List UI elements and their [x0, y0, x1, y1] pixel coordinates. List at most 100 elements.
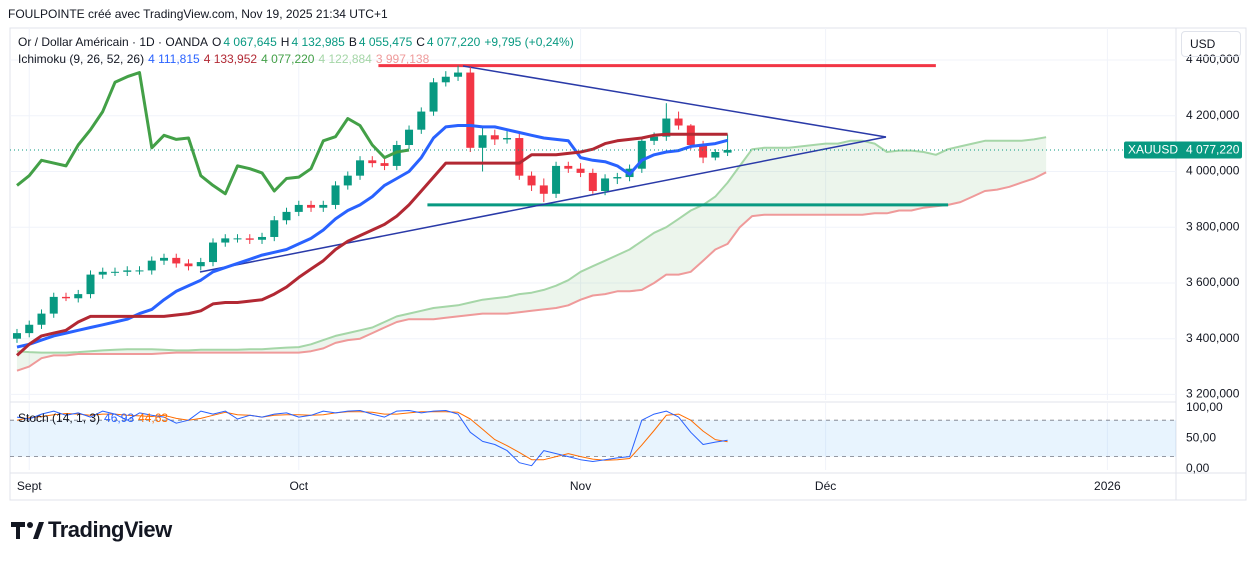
candle-body — [12, 333, 21, 339]
logo-icon — [11, 522, 44, 539]
candle-body — [98, 271, 107, 275]
ohlc-key: O — [212, 35, 222, 49]
senkou-line — [16, 171, 1047, 372]
candle-body — [674, 118, 683, 126]
stoch-tick-label: 100,00 — [1186, 400, 1223, 414]
stoch-legend: Stoch (14, 1, 3) 46,93 44,63 — [18, 411, 168, 425]
ohlc-key: B — [348, 35, 357, 49]
ichimoku-legend: Ichimoku (9, 26, 52, 26) 4 111,815 4 133,… — [18, 52, 429, 66]
x-tick-label: Sept — [17, 479, 42, 493]
candle-body — [221, 238, 230, 243]
logo-text: TradingView — [48, 517, 172, 542]
candle-body — [601, 178, 610, 191]
candle-body — [86, 274, 95, 295]
candle-body — [441, 76, 450, 83]
candle-body — [147, 260, 156, 271]
candle-body — [307, 204, 316, 208]
candle-body — [37, 313, 46, 325]
stoch-tick-label: 50,00 — [1186, 431, 1216, 445]
candle-body — [74, 294, 83, 299]
y-tick-label: 4 000,000 — [1186, 164, 1240, 178]
candle-body — [61, 296, 70, 299]
candle-body — [270, 220, 279, 237]
candle-body — [539, 185, 548, 194]
currency-button[interactable]: USD — [1181, 31, 1241, 57]
candle-body — [576, 168, 585, 173]
candle-body — [172, 257, 181, 264]
candle-body — [723, 149, 732, 153]
candle-body — [564, 165, 573, 169]
candle-body — [294, 204, 303, 212]
candle-body — [405, 129, 414, 146]
chart-frame — [9, 27, 1247, 501]
ohlc-value: 4 132,985 — [291, 35, 345, 49]
ichimoku-value: 4 077,220 — [261, 52, 315, 66]
ichimoku-value: 4 111,815 — [148, 52, 200, 66]
candle-body — [233, 238, 242, 240]
candle-body — [184, 263, 193, 267]
triangle-lower — [199, 136, 887, 273]
x-tick-label: 2026 — [1094, 479, 1121, 493]
stoch-line — [16, 410, 728, 467]
y-tick-label: 4 200,000 — [1186, 108, 1240, 122]
ohlc-value: 4 055,475 — [358, 35, 413, 49]
x-tick-label: Nov — [570, 479, 591, 493]
ichimoku-cloud — [16, 137, 1047, 371]
candle-body — [429, 82, 438, 112]
candle-body — [356, 160, 365, 176]
y-tick-label: 3 800,000 — [1186, 219, 1240, 233]
candle-body — [588, 172, 597, 191]
triangle-upper — [462, 65, 887, 138]
candle-body — [380, 163, 389, 166]
candle-body — [49, 296, 58, 314]
candle-body — [490, 135, 499, 140]
candle-body — [160, 257, 169, 261]
candle-body — [368, 160, 377, 164]
candle-body — [196, 262, 205, 267]
price-tag-value: 4 077,220 — [1186, 143, 1240, 157]
candle-body — [454, 72, 463, 77]
candle-body — [478, 135, 487, 148]
stoch-value: 44,63 — [138, 411, 169, 425]
ohlc-value: 4 067,645 — [223, 35, 277, 49]
stoch-value: 46,93 — [104, 411, 135, 425]
ohlc-value: 4 077,220 — [426, 35, 481, 49]
ichimoku-line — [15, 132, 728, 357]
drawings — [199, 65, 887, 273]
indicator-label: Ichimoku (9, 26, 52, 26) — [18, 52, 145, 66]
candle-body — [392, 145, 401, 166]
y-tick-label: 3 200,000 — [1186, 387, 1240, 401]
candle-body — [699, 145, 708, 158]
candle-body — [319, 204, 328, 208]
candle-body — [515, 138, 524, 176]
candle-body — [282, 211, 291, 221]
candle-body — [343, 175, 352, 186]
candle-body — [245, 238, 254, 240]
stoch-label: Stoch (14, 1, 3) — [18, 411, 101, 425]
ohlc-key: C — [416, 35, 425, 49]
candle-body — [110, 271, 119, 273]
ichimoku-value: 4 133,952 — [203, 52, 258, 66]
price-tag — [1124, 141, 1242, 159]
price-tag-ticker: XAUUSD — [1128, 143, 1178, 157]
y-tick-label: 3 400,000 — [1186, 331, 1240, 345]
candle-body — [25, 324, 34, 334]
y-tick-label: 3 600,000 — [1186, 275, 1240, 289]
candle-body — [650, 136, 659, 141]
candle-body — [527, 175, 536, 186]
x-tick-label: Oct — [289, 479, 308, 493]
ichimoku-line — [16, 71, 410, 196]
x-tick-label: Déc — [815, 479, 836, 493]
ichimoku-value: 4 122,884 — [318, 52, 372, 66]
candle-body — [711, 151, 720, 158]
candle-body — [123, 270, 132, 272]
y-tick-label: 4 400,000 — [1186, 52, 1240, 66]
symbol: Or / Dollar Américain · 1D · OANDA — [18, 35, 209, 49]
candle-body — [209, 242, 218, 263]
senkou-line — [16, 136, 1047, 354]
candle-body — [135, 270, 144, 272]
candle-body — [552, 165, 561, 194]
candle-body — [331, 185, 340, 205]
candle-body — [613, 177, 622, 179]
